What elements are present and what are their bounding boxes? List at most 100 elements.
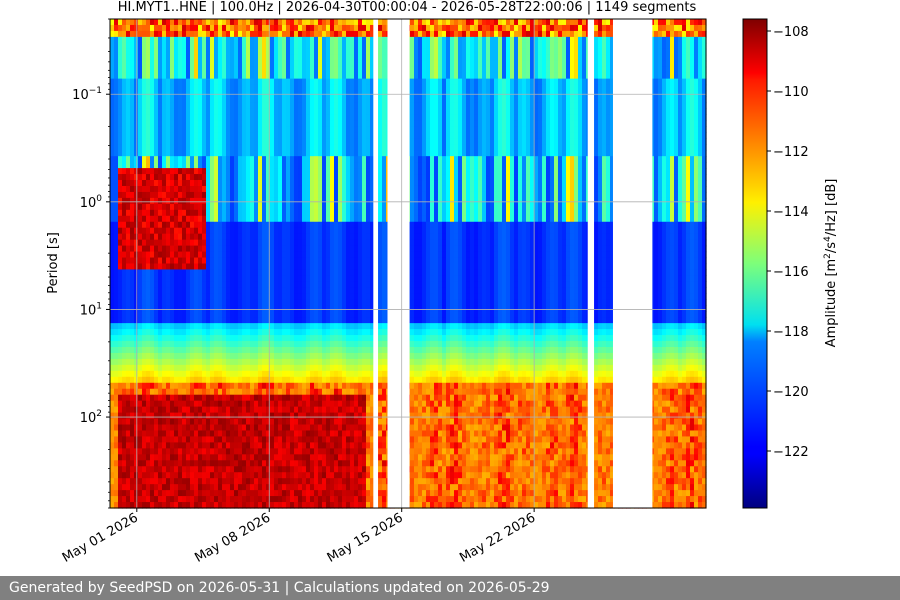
spectrogram-cell (134, 197, 139, 205)
spectrogram-cell (206, 78, 211, 86)
spectrogram-cell (230, 496, 235, 503)
spectrogram-cell (162, 185, 167, 193)
spectrogram-cell (146, 376, 151, 384)
spectrogram-cell (270, 96, 275, 104)
spectrogram-cell (298, 341, 303, 348)
spectrogram-cell (170, 36, 175, 44)
spectrogram-cell (242, 42, 247, 50)
spectrogram-cell (342, 484, 347, 491)
spectrogram-cell (330, 227, 335, 235)
spectrogram-cell (238, 138, 243, 145)
spectrogram-cell (138, 150, 143, 157)
spectrogram-cell (146, 156, 151, 163)
spectrogram-cell (194, 108, 199, 116)
spectrogram-cell (310, 388, 315, 396)
spectrogram-cell (190, 215, 195, 223)
spectrogram-cell (214, 496, 219, 503)
spectrogram-cell (282, 19, 287, 26)
spectrogram-cell (278, 394, 283, 402)
spectrogram-cell (302, 180, 307, 187)
spectrogram-cell (306, 287, 311, 294)
spectrogram-cell (182, 132, 187, 139)
spectrogram-cell (146, 287, 151, 294)
spectrogram-cell (142, 168, 147, 175)
spectrogram-cell (190, 299, 195, 306)
spectrogram-cell (258, 48, 263, 56)
spectrogram-cell (174, 60, 179, 68)
spectrogram-cell (330, 490, 335, 497)
spectrogram-cell (346, 275, 351, 282)
spectrogram-cell (254, 269, 259, 277)
spectrogram-cell (166, 358, 171, 366)
spectrogram-cell (122, 424, 127, 432)
spectrogram-cell (270, 233, 275, 241)
spectrogram-cell (298, 293, 303, 300)
spectrogram-cell (338, 394, 343, 402)
spectrogram-cell (234, 418, 239, 426)
spectrogram-cell (278, 227, 283, 235)
spectrogram-cell (190, 430, 195, 438)
spectrogram-cell (198, 174, 203, 181)
spectrogram-cell (318, 108, 323, 116)
spectrogram-cell (266, 430, 271, 438)
spectrogram-cell (122, 394, 127, 402)
spectrogram-cell (174, 382, 179, 390)
spectrogram-cell (110, 466, 115, 473)
spectrogram-cell (246, 54, 251, 62)
spectrogram-cell (218, 454, 223, 461)
spectrogram-cell (346, 358, 351, 366)
spectrogram-cell (238, 108, 243, 116)
spectrogram-cell (314, 490, 319, 497)
spectrogram-cell (214, 346, 219, 354)
spectrogram-cell (182, 454, 187, 461)
spectrogram-cell (126, 108, 131, 116)
spectrogram-cell (242, 490, 247, 497)
spectrogram-cell (254, 364, 259, 372)
spectrogram-cell (110, 406, 115, 414)
spectrogram-cell (266, 108, 271, 116)
spectrogram-cell (222, 460, 227, 467)
spectrogram-cell (246, 281, 251, 288)
spectrogram-cell (138, 251, 143, 259)
spectrogram-cell (270, 430, 275, 438)
spectrogram-cell (190, 102, 195, 110)
spectrogram-cell (206, 460, 211, 467)
spectrogram-cell (322, 335, 327, 342)
spectrogram-cell (122, 436, 127, 443)
spectrogram-cell (310, 156, 315, 163)
spectrogram-cell (326, 191, 331, 199)
spectrogram-cell (238, 311, 243, 318)
spectrogram-cell (114, 150, 119, 157)
spectrogram-cell (310, 126, 315, 133)
spectrogram-cell (346, 209, 351, 217)
spectrogram-cell (178, 257, 183, 265)
spectrogram-cell (266, 311, 271, 318)
spectrogram-cell (326, 287, 331, 294)
spectrogram-cell (270, 323, 275, 330)
spectrogram-cell (278, 221, 283, 229)
spectrogram-cell (314, 180, 319, 187)
spectrogram-cell (166, 496, 171, 503)
spectrogram-cell (274, 412, 279, 420)
spectrogram-cell (238, 60, 243, 68)
spectrogram-cell (334, 442, 339, 449)
spectrogram-cell (234, 180, 239, 187)
spectrogram-cell (306, 448, 311, 455)
spectrogram-cell (306, 144, 311, 151)
spectrogram-cell (258, 209, 263, 217)
spectrogram-cell (226, 424, 231, 432)
spectrogram-cell (258, 156, 263, 163)
spectrogram-cell (342, 72, 347, 80)
spectrogram-cell (334, 48, 339, 56)
spectrogram-cell (194, 114, 199, 121)
spectrogram-cell (186, 388, 191, 396)
spectrogram-cell (114, 221, 119, 229)
spectrogram-cell (294, 251, 299, 259)
spectrogram-cell (162, 364, 167, 372)
spectrogram-cell (146, 227, 151, 235)
spectrogram-cell (142, 126, 147, 133)
spectrogram-cell (186, 114, 191, 121)
spectrogram-cell (274, 430, 279, 438)
spectrogram-cell (126, 311, 131, 318)
spectrogram-cell (310, 436, 315, 443)
